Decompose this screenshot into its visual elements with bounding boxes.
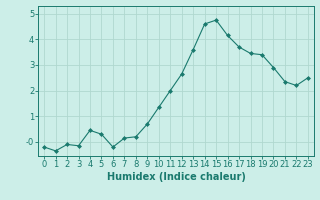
X-axis label: Humidex (Indice chaleur): Humidex (Indice chaleur): [107, 172, 245, 182]
